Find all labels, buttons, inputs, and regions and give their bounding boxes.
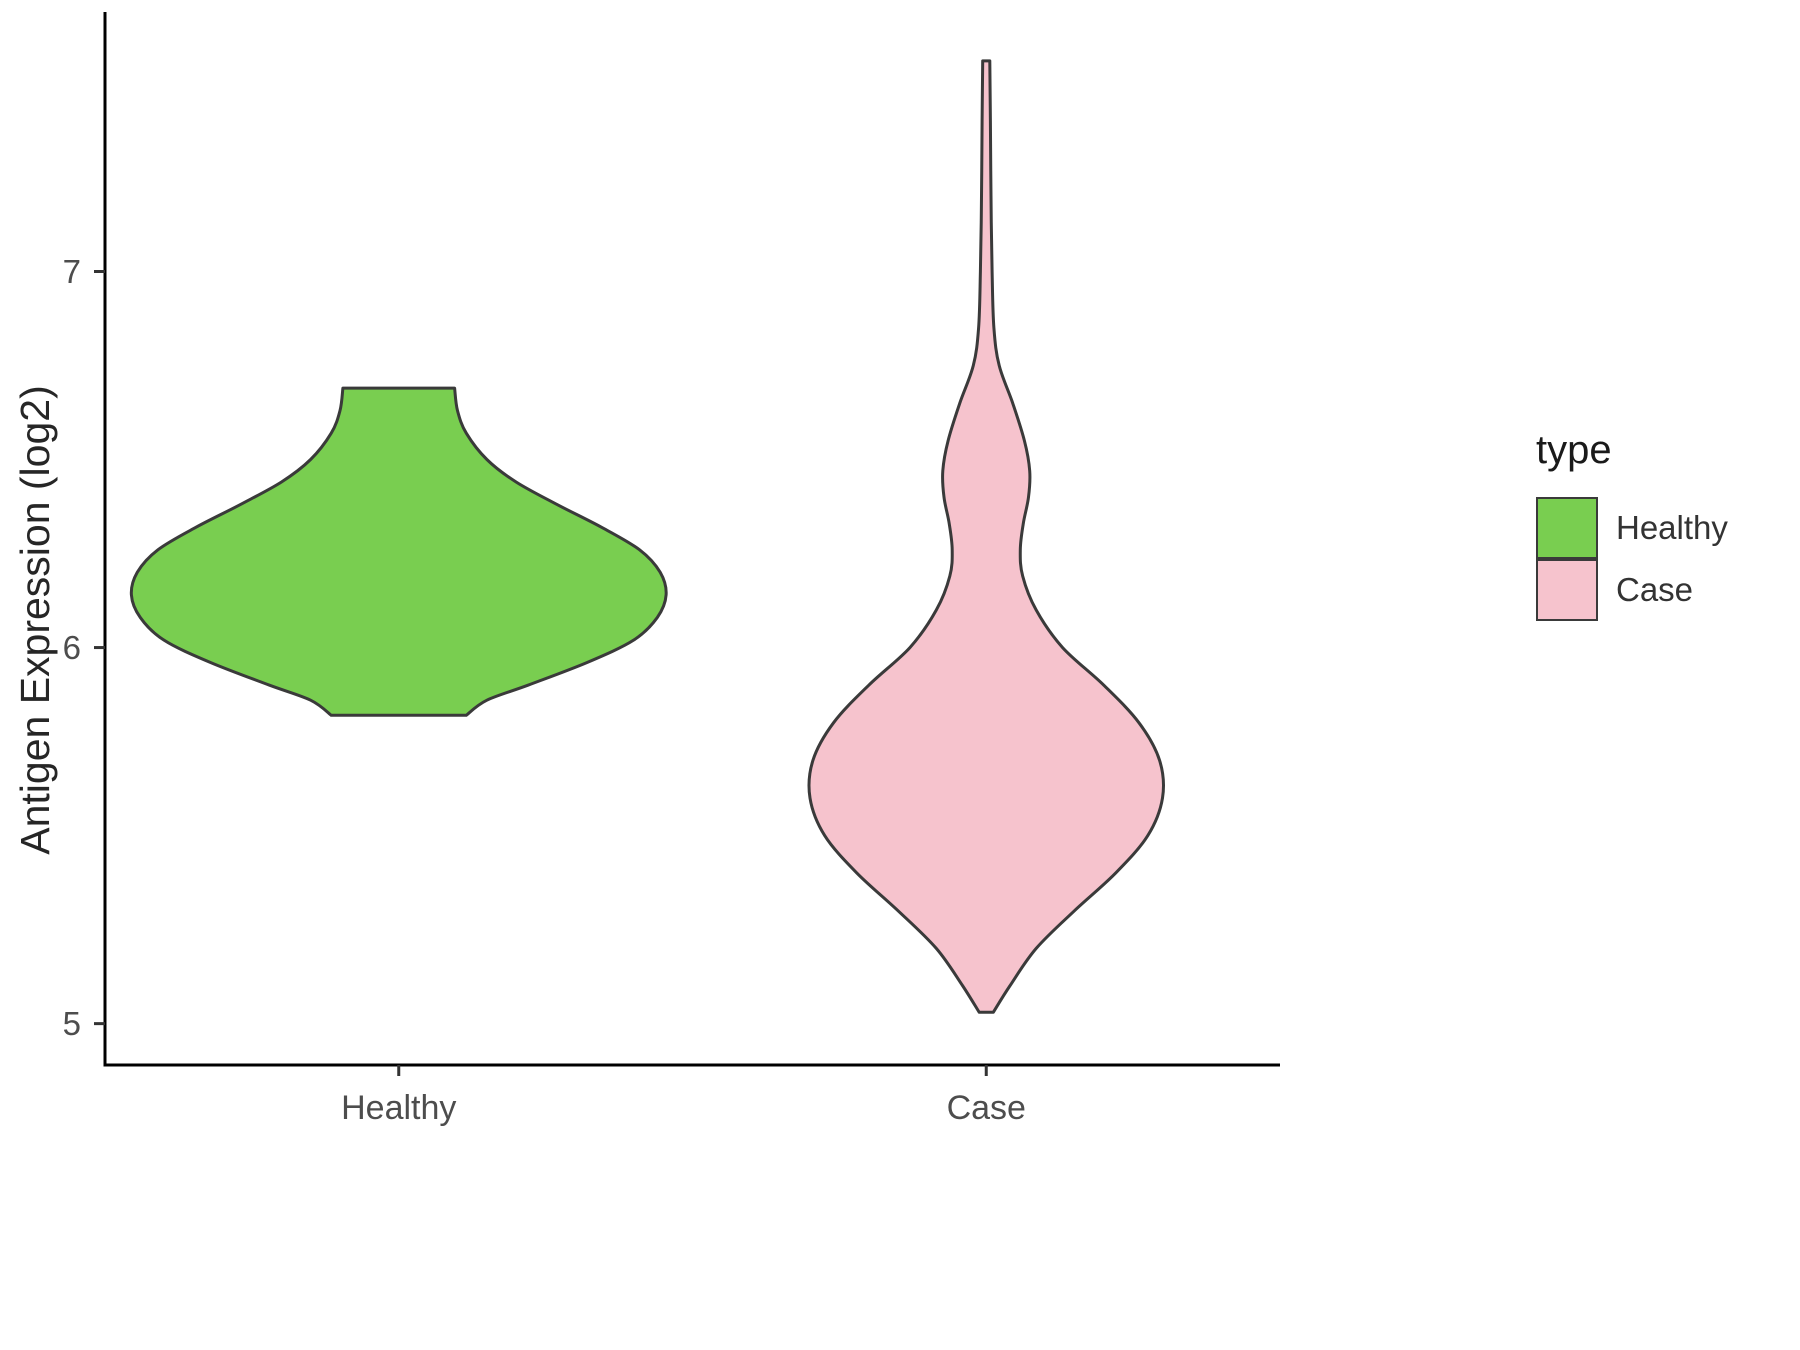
legend-swatch-healthy	[1536, 497, 1598, 559]
x-tick-label-case: Case	[947, 1089, 1026, 1127]
legend-item-case: Case	[1536, 559, 1728, 621]
x-tick-label-healthy: Healthy	[341, 1089, 456, 1127]
legend-label-healthy: Healthy	[1616, 509, 1728, 546]
y-axis-title: Antigen Expression (log2)	[12, 385, 58, 855]
legend-label-case: Case	[1616, 571, 1694, 608]
legend-swatch-case	[1536, 559, 1598, 621]
y-tick-label-5: 5	[63, 1005, 81, 1042]
violin-healthy	[129, 386, 668, 717]
legend-item-healthy: Healthy	[1536, 497, 1728, 559]
legend-title: type	[1536, 428, 1612, 472]
violin-case	[807, 59, 1165, 1014]
y-tick-label-6: 6	[63, 629, 81, 666]
legend: type Healthy Case	[1536, 428, 1728, 621]
y-tick-label-7: 7	[63, 253, 81, 290]
